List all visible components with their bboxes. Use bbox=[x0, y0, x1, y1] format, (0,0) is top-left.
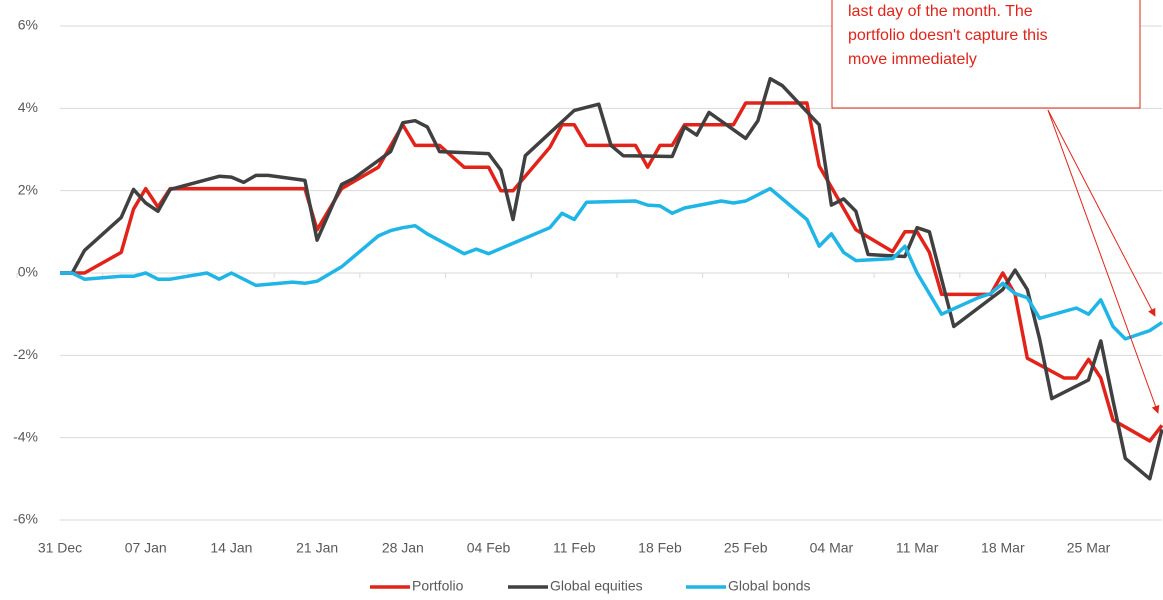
y-tick-label: -4% bbox=[13, 428, 38, 444]
y-tick-label: 6% bbox=[18, 17, 38, 33]
x-tick-label: 28 Jan bbox=[382, 540, 424, 556]
x-tick-label: 21 Jan bbox=[296, 540, 338, 556]
x-tick-label: 04 Feb bbox=[467, 540, 511, 556]
y-tick-label: -2% bbox=[13, 346, 38, 362]
annotation-box bbox=[831, 0, 1141, 109]
x-tick-label: 25 Mar bbox=[1067, 540, 1111, 556]
series-line bbox=[60, 186, 1163, 341]
series-line bbox=[60, 76, 1163, 481]
y-tick-label: 2% bbox=[18, 181, 38, 197]
annotation-text: portfolio doesn't capture this bbox=[848, 27, 1048, 44]
x-tick-label: 04 Mar bbox=[810, 540, 854, 556]
x-tick-label: 25 Feb bbox=[724, 540, 768, 556]
annotation-arrow bbox=[1047, 109, 1156, 317]
legend-label: Global bonds bbox=[728, 578, 811, 594]
x-tick-label: 18 Feb bbox=[638, 540, 682, 556]
x-tick-label: 07 Jan bbox=[125, 540, 167, 556]
y-tick-label: 0% bbox=[18, 264, 38, 280]
lines bbox=[60, 76, 1163, 481]
annotation-arrow bbox=[1047, 109, 1160, 414]
legend-label: Global equities bbox=[550, 578, 643, 594]
grid bbox=[16, 25, 1162, 521]
x-tick-label: 14 Jan bbox=[210, 540, 252, 556]
series-line bbox=[60, 101, 1163, 443]
x-tick-label: 11 Feb bbox=[553, 540, 596, 556]
legend-label: Portfolio bbox=[412, 578, 464, 594]
y-tick-label: -6% bbox=[13, 511, 38, 527]
x-tick-label: 18 Mar bbox=[981, 540, 1025, 556]
y-tick-label: 4% bbox=[18, 99, 38, 115]
annotation-text: last day of the month. The bbox=[848, 3, 1033, 20]
annotation-text: move immediately bbox=[848, 51, 977, 68]
x-tick-label: 31 Dec bbox=[38, 540, 82, 556]
x-tick-label: 11 Mar bbox=[896, 540, 939, 556]
